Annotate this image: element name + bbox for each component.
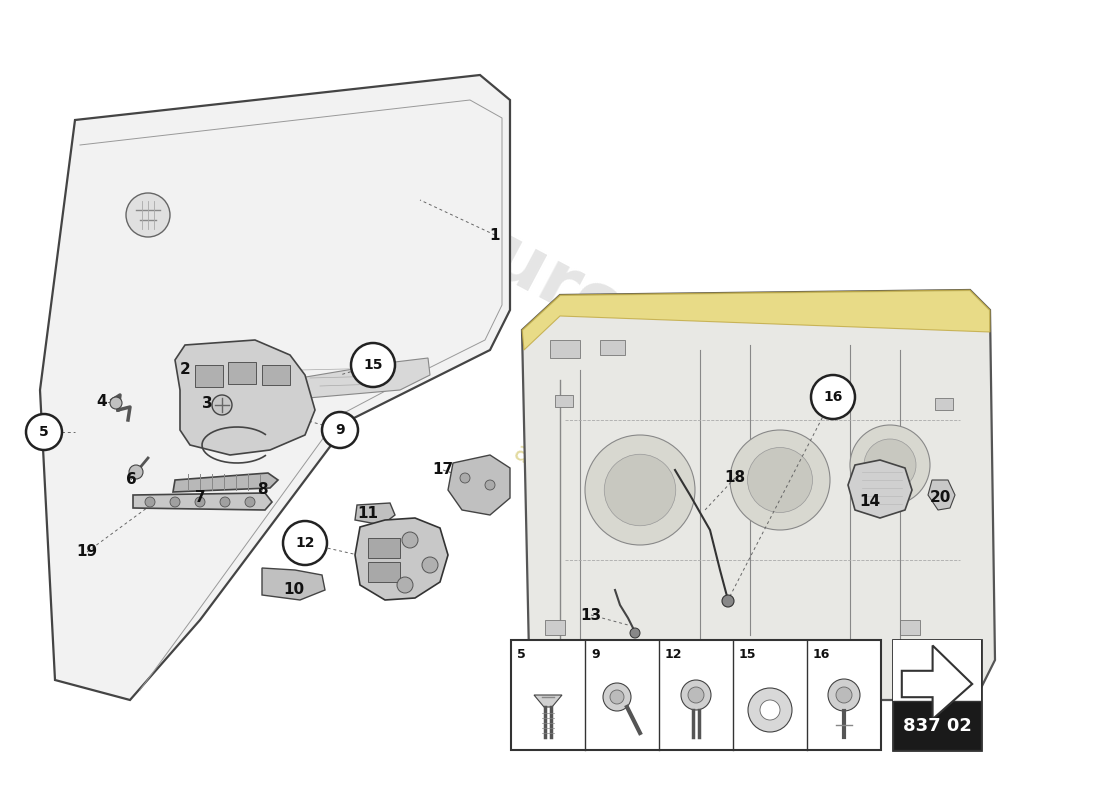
Circle shape — [730, 430, 830, 530]
Text: 11: 11 — [358, 506, 378, 521]
Circle shape — [126, 193, 170, 237]
Circle shape — [811, 375, 855, 419]
Text: a passion for: a passion for — [509, 438, 671, 542]
Text: 9: 9 — [336, 423, 344, 437]
Text: 3: 3 — [201, 395, 212, 410]
Polygon shape — [285, 358, 430, 400]
Polygon shape — [133, 493, 272, 510]
Bar — [556, 395, 573, 407]
Text: 16: 16 — [823, 390, 843, 404]
Text: 20: 20 — [930, 490, 950, 506]
Text: 6: 6 — [125, 473, 136, 487]
Circle shape — [397, 577, 412, 593]
Circle shape — [129, 465, 143, 479]
Bar — [935, 398, 953, 410]
Circle shape — [283, 521, 327, 565]
Polygon shape — [262, 568, 324, 600]
Circle shape — [850, 425, 930, 505]
Circle shape — [351, 343, 395, 387]
Circle shape — [836, 687, 852, 703]
Bar — [262, 365, 290, 385]
Circle shape — [145, 497, 155, 507]
Circle shape — [245, 497, 255, 507]
Polygon shape — [534, 695, 562, 707]
Bar — [893, 640, 981, 701]
Polygon shape — [928, 480, 955, 510]
Bar — [600, 340, 625, 355]
Text: 16: 16 — [813, 649, 830, 662]
Circle shape — [603, 683, 631, 711]
Circle shape — [722, 595, 734, 607]
Text: 13: 13 — [581, 607, 602, 622]
Bar — [550, 340, 580, 358]
Text: 2: 2 — [179, 362, 190, 378]
Text: 17: 17 — [432, 462, 453, 478]
Circle shape — [220, 497, 230, 507]
Circle shape — [828, 679, 860, 711]
Polygon shape — [40, 75, 510, 700]
Text: 9: 9 — [591, 649, 600, 662]
Polygon shape — [355, 503, 395, 525]
Text: 5: 5 — [517, 649, 526, 662]
Text: 15: 15 — [363, 358, 383, 372]
Circle shape — [322, 412, 358, 448]
Text: 12: 12 — [666, 649, 682, 662]
Circle shape — [585, 435, 695, 545]
Polygon shape — [522, 290, 996, 700]
Bar — [893, 640, 981, 750]
Bar — [544, 620, 565, 635]
Circle shape — [402, 532, 418, 548]
Circle shape — [460, 473, 470, 483]
Text: 8: 8 — [256, 482, 267, 498]
Text: 10: 10 — [284, 582, 305, 598]
Circle shape — [630, 628, 640, 638]
Polygon shape — [848, 460, 912, 518]
Text: 5: 5 — [40, 425, 48, 439]
Bar — [195, 365, 223, 387]
Circle shape — [422, 557, 438, 573]
Text: 18: 18 — [725, 470, 746, 486]
Circle shape — [212, 395, 232, 415]
Circle shape — [688, 687, 704, 703]
Text: 1: 1 — [490, 227, 500, 242]
Circle shape — [26, 414, 62, 450]
Circle shape — [610, 690, 624, 704]
Text: 14: 14 — [859, 494, 881, 510]
Polygon shape — [448, 455, 510, 515]
Circle shape — [760, 700, 780, 720]
Circle shape — [485, 480, 495, 490]
Circle shape — [195, 497, 205, 507]
Circle shape — [681, 680, 711, 710]
Text: 19: 19 — [76, 545, 98, 559]
Bar — [900, 620, 920, 635]
Bar — [368, 538, 400, 558]
Text: eurospares: eurospares — [433, 197, 887, 483]
Text: 4: 4 — [97, 394, 108, 410]
Circle shape — [604, 454, 675, 526]
Polygon shape — [175, 340, 315, 455]
Text: 15: 15 — [739, 649, 757, 662]
Bar — [512, 640, 881, 750]
Circle shape — [748, 447, 813, 513]
Polygon shape — [522, 290, 990, 350]
Circle shape — [110, 397, 122, 409]
Text: 7: 7 — [195, 490, 206, 506]
Bar — [893, 701, 981, 750]
Polygon shape — [355, 518, 448, 600]
Text: 1985: 1985 — [652, 479, 788, 581]
Text: 837 02: 837 02 — [903, 717, 971, 734]
Bar — [368, 562, 400, 582]
Circle shape — [864, 439, 916, 491]
Bar — [228, 362, 256, 384]
Circle shape — [170, 497, 180, 507]
Circle shape — [748, 688, 792, 732]
Text: 12: 12 — [295, 536, 315, 550]
Polygon shape — [173, 473, 278, 492]
Polygon shape — [902, 646, 972, 719]
